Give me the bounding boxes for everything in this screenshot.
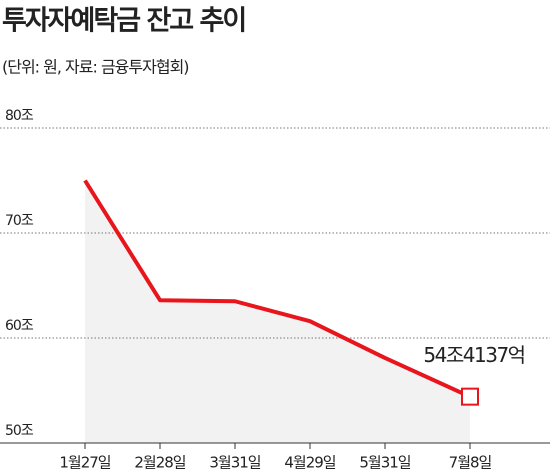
x-tick-label: 7월8일	[449, 454, 492, 472]
point-marker	[461, 387, 479, 406]
x-tick-label: 5월31일	[359, 454, 410, 472]
y-tick-label: 50조	[5, 423, 34, 439]
y-tick-label: 60조	[5, 318, 34, 334]
chart-title: 투자자예탁금 잔고 추이	[2, 6, 245, 37]
area	[85, 180, 470, 443]
x-tick-label: 3월31일	[209, 454, 260, 472]
line	[83, 179, 471, 399]
chart-subtitle: (단위: 원, 자료: 금융투자협회)	[2, 58, 189, 77]
y-tick-label: 80조	[5, 108, 34, 124]
x-tick-label: 4월29일	[284, 454, 335, 472]
value-label: 54조4137억	[423, 343, 524, 367]
x-tick-label: 2월28일	[134, 454, 185, 472]
y-tick-label: 70조	[5, 213, 34, 229]
x-tick-label: 1월27일	[59, 454, 110, 472]
